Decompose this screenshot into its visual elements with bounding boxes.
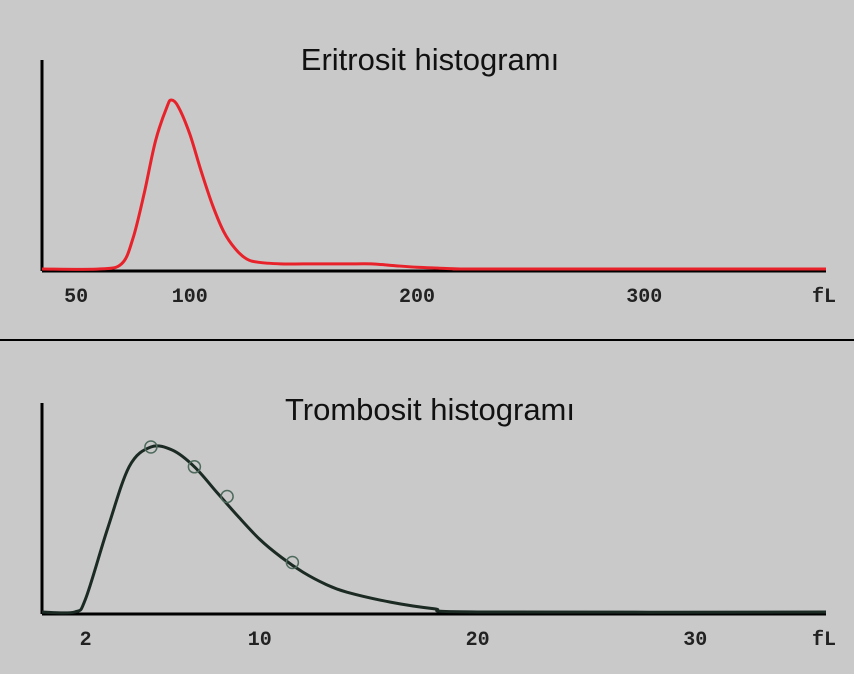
plt-tick-label-30: 30	[683, 629, 707, 652]
plt-series-line	[41, 444, 827, 615]
plt-histogram-title: Trombosit histogramı	[285, 392, 575, 427]
rbc-tick-label-100: 100	[172, 286, 208, 309]
plt-data-marker	[144, 440, 158, 454]
rbc-series-line	[41, 98, 826, 271]
rbc-tick-label-300: 300	[626, 286, 662, 309]
rbc-tick-label-50: 50	[64, 286, 88, 309]
plt-data-marker	[220, 489, 234, 504]
plt-tick-label-2: 2	[80, 629, 92, 652]
plt-histogram-panel: Trombosit histogramı 2 10 20 30 fL	[40, 392, 836, 652]
plt-data-marker	[285, 555, 300, 570]
rbc-tick-label-200: 200	[399, 286, 435, 309]
rbc-histogram-title: Eritrosit histogramı	[301, 42, 559, 77]
plt-marker-group	[144, 440, 300, 570]
plt-unit-label: fL	[812, 629, 836, 652]
plt-tick-label-20: 20	[466, 629, 490, 652]
plt-data-marker	[187, 460, 202, 474]
rbc-unit-label: fL	[812, 286, 836, 309]
rbc-histogram-panel: Eritrosit histogramı 50 100 200 300 fL	[40, 42, 836, 309]
plt-tick-label-10: 10	[248, 629, 272, 652]
